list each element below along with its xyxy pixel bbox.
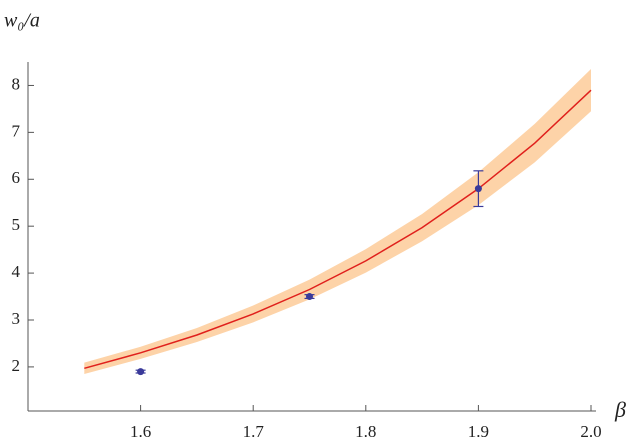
- fit-line: [84, 89, 592, 370]
- x-tick-label: 1.8: [355, 422, 376, 441]
- x-axis-label: β: [614, 397, 626, 422]
- x-tick-label: 2.0: [580, 422, 601, 441]
- x-tick-label: 1.6: [130, 422, 151, 441]
- data-point: [137, 368, 145, 376]
- y-tick-label: 6: [12, 168, 21, 187]
- confidence-band: [84, 69, 592, 374]
- x-tick-label: 1.7: [243, 422, 265, 441]
- y-tick-label: 7: [12, 121, 21, 140]
- y-tick-label: 5: [12, 215, 21, 234]
- y-tick-label: 2: [12, 356, 21, 375]
- y-axis-label: w₀/a: [4, 10, 40, 32]
- y-tick-label: 3: [12, 309, 21, 328]
- y-tick-label: 4: [12, 262, 21, 281]
- y-tick-label: 8: [12, 74, 21, 93]
- x-tick-label: 1.9: [468, 422, 489, 441]
- data-point: [306, 293, 313, 301]
- data-point: [474, 185, 482, 193]
